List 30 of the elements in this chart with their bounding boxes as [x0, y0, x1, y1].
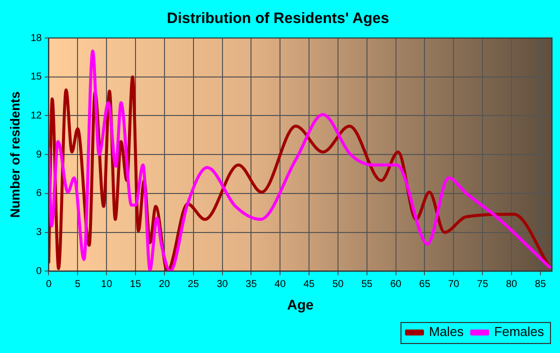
- legend-label: Males: [428, 324, 464, 340]
- y-tick-label: 3: [36, 227, 42, 238]
- x-tick-label: 35: [246, 278, 258, 290]
- x-tick-label: 0: [46, 278, 52, 290]
- x-tick-label: 20: [158, 278, 170, 290]
- y-tick-label: 0: [36, 266, 42, 277]
- x-axis-title: Age: [287, 296, 314, 312]
- x-tick-label: 15: [130, 278, 142, 290]
- y-axis-title: Number of residents: [7, 91, 22, 218]
- x-tick-label: 50: [332, 278, 344, 290]
- chart-title: Distribution of Residents' Ages: [166, 10, 390, 28]
- x-tick-label: 30: [216, 278, 228, 290]
- x-tick-label: 80: [506, 278, 518, 290]
- y-tick-label: 15: [30, 72, 42, 83]
- x-tick-label: 45: [303, 278, 316, 290]
- x-tick-label: 25: [188, 278, 200, 290]
- y-tick-label: 6: [36, 188, 42, 200]
- x-tick-label: 60: [390, 278, 402, 290]
- x-tick-label: 10: [101, 278, 113, 290]
- y-tick-label: 18: [30, 32, 42, 44]
- x-tick-label: 65: [419, 278, 431, 290]
- x-tick-label: 55: [361, 278, 373, 290]
- x-tick-label: 40: [274, 278, 286, 290]
- x-tick-label: 70: [448, 278, 460, 290]
- y-tick-label: 9: [36, 149, 42, 160]
- x-tick-label: 5: [74, 278, 81, 290]
- x-tick-label: 75: [477, 278, 489, 290]
- y-tick-label: 12: [30, 110, 42, 122]
- legend-label: Females: [494, 324, 544, 340]
- x-tick-label: 85: [534, 278, 546, 290]
